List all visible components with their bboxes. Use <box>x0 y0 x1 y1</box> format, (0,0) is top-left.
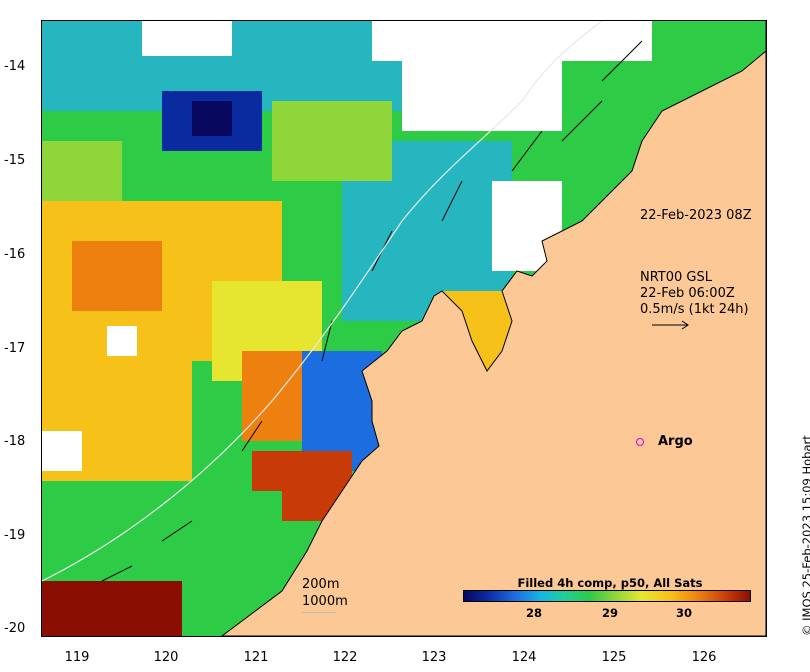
current-vectors <box>101 40 643 582</box>
bathymetry-1000m-label: 1000m <box>302 594 348 609</box>
lon-tick-label: 120 <box>153 650 179 665</box>
sst-patches <box>42 21 512 636</box>
lat-tick-label: -19 <box>4 528 26 543</box>
sst-patch-green-south <box>142 491 282 571</box>
current-arrow <box>101 565 133 582</box>
cloud-6 <box>42 431 82 471</box>
current-arrow <box>601 40 643 82</box>
sst-patch-lime-mid <box>272 101 392 181</box>
colorbar-tick-label: 28 <box>525 606 542 620</box>
lon-tick-label: 125 <box>601 650 627 665</box>
cloud-1 <box>142 21 232 56</box>
current-scale-arrow <box>652 320 689 330</box>
lat-tick-label: -15 <box>4 153 26 168</box>
sst-map <box>42 21 766 636</box>
lon-tick-label: 124 <box>511 650 537 665</box>
colorbar <box>463 590 751 602</box>
current-scale-label: 0.5m/s (1kt 24h) <box>640 302 749 317</box>
lat-tick-label: -20 <box>4 621 26 636</box>
argo-float-marker <box>636 438 644 446</box>
colorbar-tick-label: 30 <box>675 606 692 620</box>
current-arrow <box>321 320 333 362</box>
lon-tick-label: 119 <box>64 650 90 665</box>
current-arrow <box>511 130 543 172</box>
copyright-label: © IMOS 25-Feb-2023 15:09 Hobart <box>800 435 810 636</box>
current-arrow <box>561 100 603 142</box>
lon-tick-label: 123 <box>421 650 447 665</box>
colorbar-tick-label: 29 <box>601 606 618 620</box>
cloud-mask <box>42 21 652 471</box>
cloud-3 <box>402 51 562 131</box>
lon-tick-label: 126 <box>691 650 717 665</box>
lon-tick-label: 122 <box>332 650 358 665</box>
argo-label: Argo <box>658 434 693 449</box>
current-arrow <box>441 180 463 222</box>
lat-tick-label: -16 <box>4 247 26 262</box>
sst-patch-warm-core <box>72 241 162 311</box>
bathymetry-legend-line <box>302 612 336 613</box>
current-arrow <box>241 420 263 452</box>
colorbar-title: Filled 4h comp, p50, All Sats <box>517 576 703 590</box>
map-frame <box>41 20 767 637</box>
landmass <box>221 21 766 636</box>
sst-patch-hot-2 <box>42 581 182 636</box>
current-arrow <box>161 520 193 542</box>
lat-tick-label: -17 <box>4 341 26 356</box>
bathymetry-200m-label: 200m <box>302 577 340 592</box>
current-time-label: 22-Feb 06:00Z <box>640 286 735 301</box>
cloud-5 <box>107 326 137 356</box>
timestamp-label: 22-Feb-2023 08Z <box>640 208 752 223</box>
sst-patch-orange-south <box>242 351 302 441</box>
lon-tick-label: 121 <box>243 650 269 665</box>
current-product-label: NRT00 GSL <box>640 270 712 285</box>
bathymetry-contour <box>42 21 603 582</box>
lat-tick-label: -14 <box>4 59 26 74</box>
sst-patch-cold-core <box>192 101 232 136</box>
lat-tick-label: -18 <box>4 434 26 449</box>
